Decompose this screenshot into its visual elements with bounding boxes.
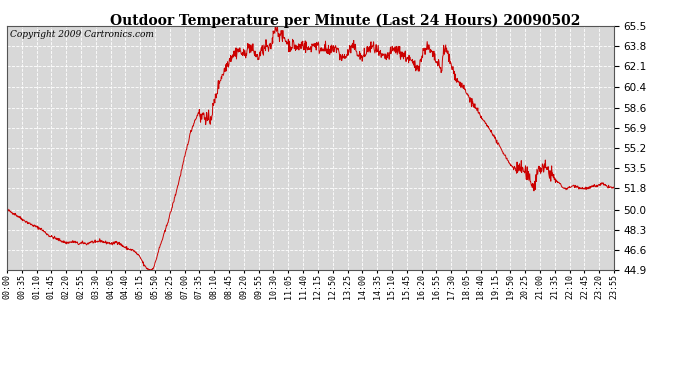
Text: Outdoor Temperature per Minute (Last 24 Hours) 20090502: Outdoor Temperature per Minute (Last 24 …	[110, 13, 580, 27]
Text: Copyright 2009 Cartronics.com: Copyright 2009 Cartronics.com	[10, 30, 154, 39]
